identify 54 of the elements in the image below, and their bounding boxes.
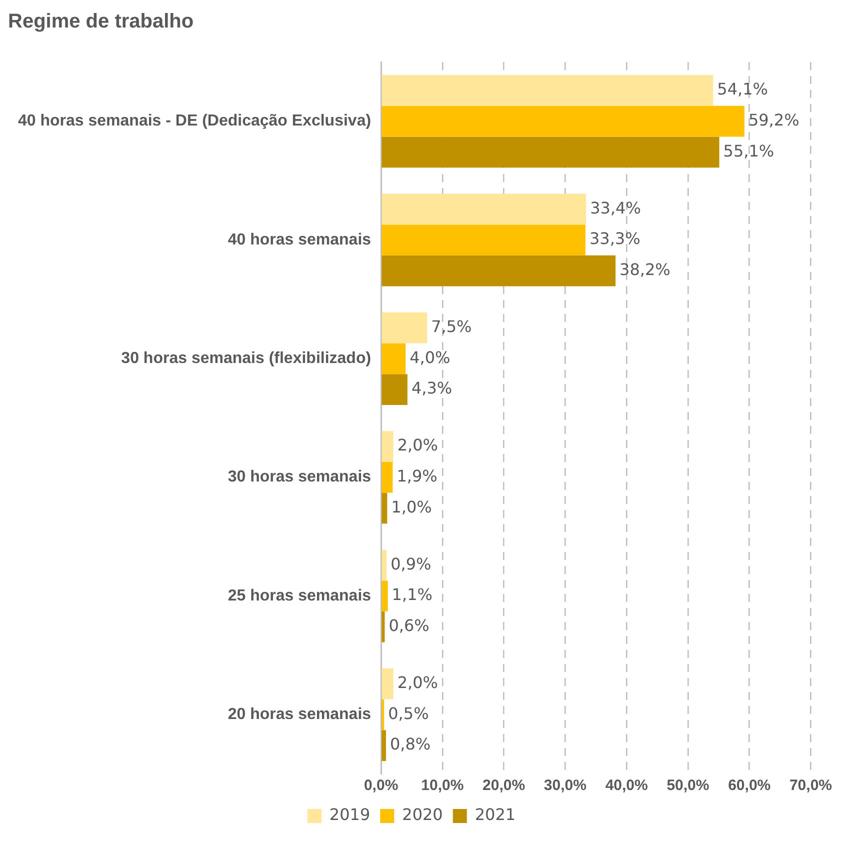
bar [382, 611, 385, 642]
bar [382, 492, 388, 524]
bar [382, 75, 714, 106]
bar [382, 550, 387, 581]
bar [382, 668, 394, 700]
bar [382, 730, 386, 761]
data-label: 7,5% [431, 316, 472, 336]
data-label: 54,1% [717, 80, 768, 99]
y-tick-label: 20 horas semanais [228, 706, 372, 724]
x-tick-label: 20,0% [482, 777, 526, 794]
data-label: 4,0% [410, 348, 450, 367]
x-tick-label: 40,0% [605, 777, 648, 794]
bar [382, 255, 616, 286]
bar [382, 136, 720, 168]
data-label: 0,8% [390, 734, 431, 754]
bar [382, 106, 744, 137]
legend-label: 2019 [329, 805, 370, 824]
x-tick-label: 60,0% [728, 777, 771, 794]
data-label: 2,0% [397, 436, 438, 455]
bar [382, 580, 388, 612]
x-tick-label: 10,0% [421, 777, 464, 794]
bar [382, 224, 586, 256]
bar [382, 431, 394, 462]
data-label: 4,3% [411, 378, 452, 398]
legend-label: 2021 [474, 805, 516, 824]
data-label: 1,1% [392, 585, 432, 604]
text: Regime de trabalho [8, 10, 194, 33]
y-tick-label: 40 horas semanais [228, 231, 372, 248]
data-label: 55,1% [723, 141, 774, 160]
x-tick-label: 0,0% [364, 777, 398, 794]
data-label: 0,5% [388, 704, 429, 723]
data-label: 33,3% [589, 229, 640, 248]
y-tick-label: 25 horas semanais [228, 587, 372, 604]
legend-label: 2020 [402, 805, 443, 824]
bar [382, 312, 428, 344]
data-label: 0,9% [390, 554, 432, 574]
data-label: 38,2% [620, 260, 670, 280]
y-tick-label: 30 horas semanais (flexibilizado) [121, 350, 372, 368]
bar [382, 462, 393, 493]
y-tick-label: 40 horas semanais - DE (Dedicação Exclusiva) [18, 112, 372, 130]
bar [382, 374, 408, 405]
data-label: 33,4% [590, 198, 641, 218]
y-tick-label: 30 horas semanais [228, 468, 372, 486]
data-label: 1,0% [391, 497, 432, 516]
bar [382, 343, 406, 374]
data-label: 0,6% [388, 616, 430, 636]
data-label: 2,0% [397, 672, 438, 692]
data-label: 1,9% [396, 466, 438, 486]
bar [382, 699, 384, 730]
x-tick-label: 50,0% [666, 777, 710, 794]
x-tick-label: 70,0% [789, 777, 832, 794]
bar [382, 194, 586, 225]
x-tick-label: 30,0% [544, 777, 586, 794]
data-label: 59,2% [748, 110, 800, 130]
